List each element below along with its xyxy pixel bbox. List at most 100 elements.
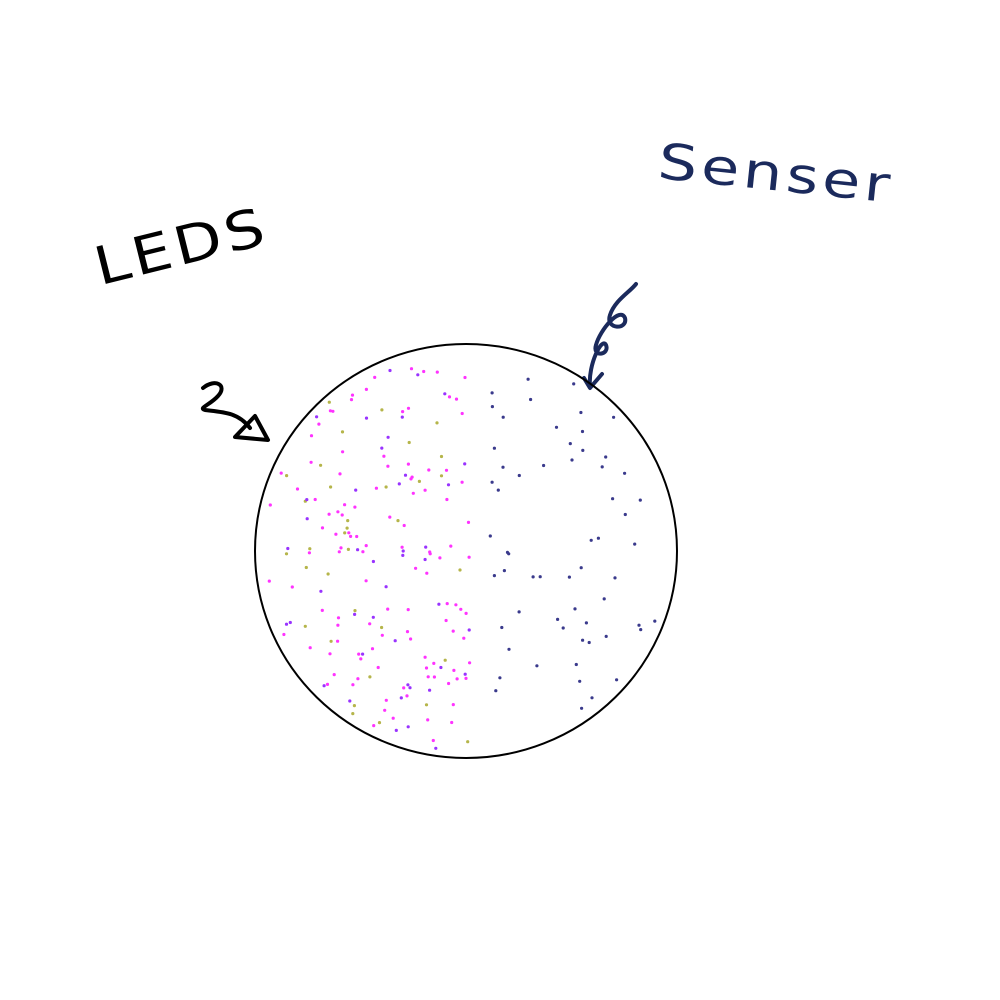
dot bbox=[431, 738, 435, 743]
dot bbox=[347, 531, 351, 535]
dot bbox=[341, 450, 345, 454]
dot bbox=[325, 682, 330, 687]
dot bbox=[351, 712, 355, 716]
dot bbox=[561, 626, 565, 630]
dot bbox=[397, 482, 401, 486]
dot bbox=[346, 547, 350, 552]
dot bbox=[305, 517, 309, 521]
dot bbox=[604, 634, 608, 639]
dot bbox=[374, 486, 378, 490]
dot bbox=[361, 652, 365, 656]
dot bbox=[334, 532, 338, 536]
dot bbox=[584, 621, 589, 625]
dot bbox=[424, 545, 428, 549]
dot bbox=[326, 572, 330, 576]
dot bbox=[377, 721, 382, 725]
dot bbox=[422, 369, 426, 374]
dot bbox=[315, 415, 319, 419]
dot bbox=[579, 410, 583, 415]
dot bbox=[364, 579, 368, 583]
dot bbox=[380, 446, 384, 450]
dot bbox=[538, 575, 542, 579]
dot bbox=[638, 498, 642, 502]
dot bbox=[424, 703, 429, 707]
dot bbox=[578, 679, 582, 683]
dot bbox=[364, 416, 369, 420]
dot bbox=[322, 684, 326, 688]
dot bbox=[317, 422, 321, 426]
dot bbox=[466, 520, 471, 525]
dot bbox=[373, 375, 377, 379]
dot bbox=[449, 544, 453, 548]
dot bbox=[466, 740, 470, 744]
dot bbox=[498, 676, 502, 680]
dot bbox=[319, 589, 323, 593]
dot bbox=[405, 694, 409, 698]
dot bbox=[361, 550, 365, 554]
dot bbox=[356, 677, 360, 681]
dot bbox=[447, 395, 452, 399]
dot bbox=[350, 393, 355, 397]
dot bbox=[371, 559, 375, 564]
dot bbox=[526, 377, 530, 381]
dot bbox=[337, 550, 341, 554]
dot bbox=[364, 544, 368, 548]
dot bbox=[505, 550, 510, 555]
dot bbox=[494, 689, 498, 693]
dot bbox=[309, 434, 314, 438]
dot bbox=[376, 665, 380, 670]
dot bbox=[401, 553, 405, 558]
sphere bbox=[254, 343, 678, 759]
dot bbox=[351, 683, 355, 687]
dot bbox=[464, 611, 468, 616]
dot bbox=[426, 675, 430, 679]
dot bbox=[445, 497, 449, 502]
leds-arrowhead bbox=[233, 414, 270, 442]
dot bbox=[346, 519, 350, 523]
dot bbox=[368, 675, 372, 679]
dot bbox=[435, 370, 439, 374]
dot bbox=[268, 503, 272, 507]
dot bbox=[580, 429, 585, 434]
dot bbox=[402, 523, 406, 528]
dot bbox=[320, 608, 324, 613]
dot bbox=[432, 661, 436, 666]
dot bbox=[639, 628, 643, 632]
dot bbox=[432, 675, 436, 679]
dots bbox=[267, 367, 657, 750]
dot bbox=[439, 454, 444, 459]
dot bbox=[380, 633, 384, 637]
dot bbox=[434, 746, 438, 750]
dot bbox=[406, 683, 410, 687]
dot bbox=[567, 575, 572, 579]
dot bbox=[492, 446, 496, 450]
dot bbox=[590, 696, 594, 700]
dot bbox=[517, 473, 521, 478]
dot bbox=[488, 534, 492, 538]
dot bbox=[437, 602, 441, 606]
dot bbox=[267, 579, 271, 583]
dot bbox=[542, 463, 546, 468]
dot bbox=[423, 488, 427, 492]
dot bbox=[556, 617, 560, 622]
dot bbox=[637, 623, 641, 627]
dot bbox=[463, 462, 467, 466]
dot bbox=[568, 442, 572, 446]
dot bbox=[423, 655, 427, 659]
dot bbox=[462, 636, 466, 640]
dot bbox=[340, 430, 345, 434]
dot bbox=[336, 623, 340, 627]
dot bbox=[463, 672, 467, 676]
dot bbox=[468, 661, 472, 665]
dot bbox=[444, 468, 449, 472]
dot bbox=[394, 728, 398, 733]
dot bbox=[623, 471, 627, 475]
dot bbox=[451, 703, 455, 707]
dot bbox=[284, 552, 289, 556]
dot bbox=[327, 512, 331, 516]
dot bbox=[388, 515, 392, 519]
dot bbox=[613, 576, 617, 580]
dot bbox=[359, 657, 363, 661]
dot bbox=[452, 668, 456, 673]
